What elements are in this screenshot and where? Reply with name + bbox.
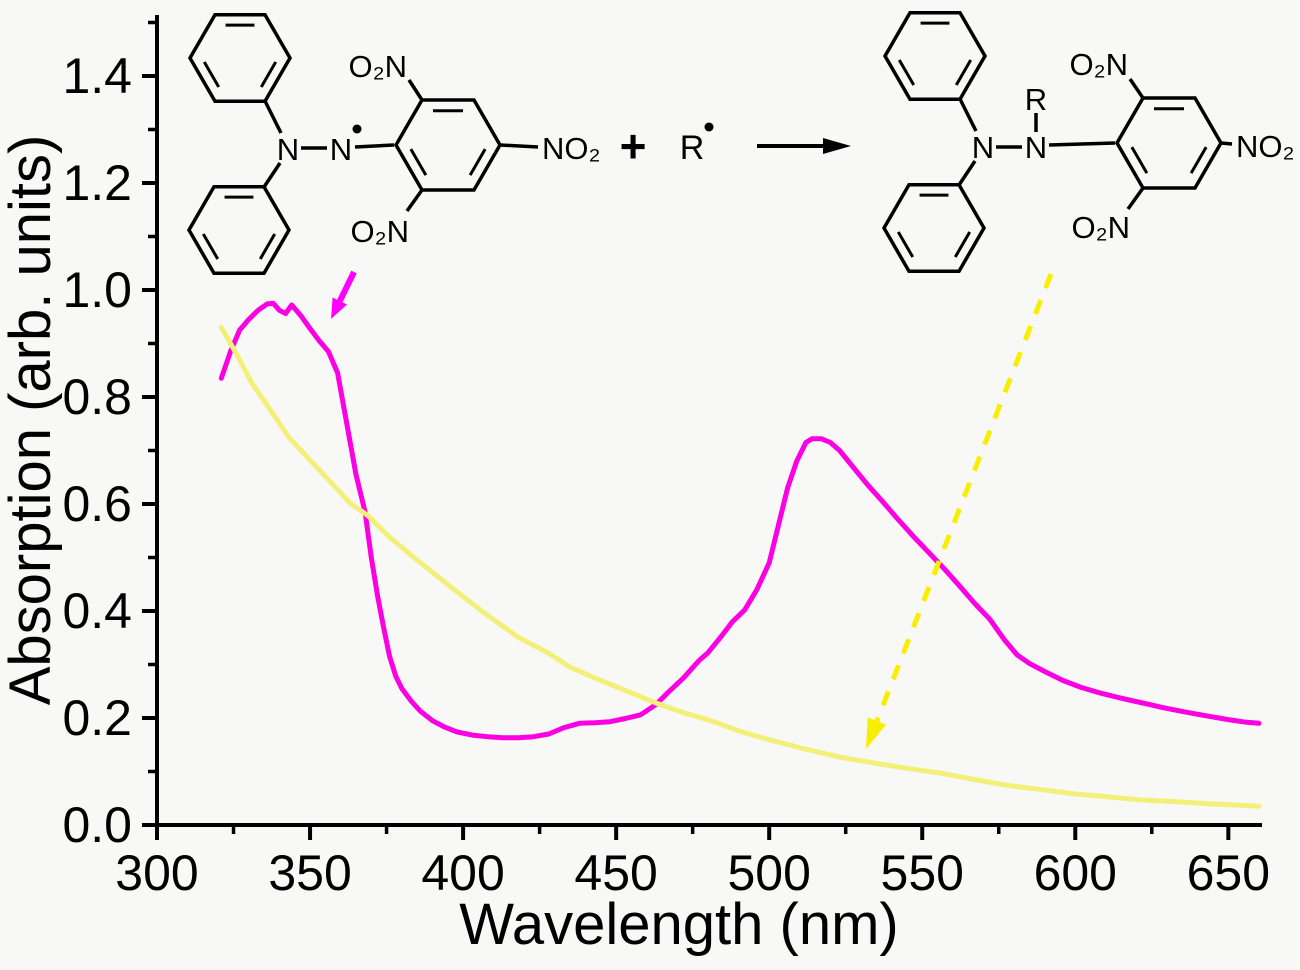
o2n-top-left-label: O₂N <box>348 49 407 84</box>
x-tick-label: 350 <box>268 845 351 901</box>
aromatic-inner-bond <box>468 148 487 176</box>
y-tick-label: 0.2 <box>62 690 132 746</box>
y-tick-label: 0.4 <box>62 583 132 639</box>
bond <box>407 79 424 101</box>
bond <box>1220 141 1233 146</box>
bond <box>1128 78 1145 99</box>
dpph-peak-arrow <box>331 270 357 319</box>
radical-dot <box>352 124 362 134</box>
spectra-curves <box>218 300 1262 809</box>
product-curve <box>218 324 1262 809</box>
bond <box>405 188 424 213</box>
axis-ticks <box>142 20 1231 840</box>
dpph-peak-arrow-head <box>331 297 347 319</box>
aromatic-inner-bond <box>954 59 973 86</box>
bond <box>1126 186 1145 211</box>
reaction-scheme-graphics <box>186 10 1233 276</box>
reaction-arrow-head <box>823 138 851 154</box>
dpph-peak-arrow-shaft <box>337 270 357 303</box>
aromatic-inner-bond <box>1130 146 1149 174</box>
bond <box>1048 141 1116 147</box>
x-axis-title: Wavelength (nm) <box>459 892 898 957</box>
radical-dot <box>704 122 714 132</box>
axis-frame <box>155 15 1262 827</box>
product-curve-arrow <box>866 273 1054 749</box>
x-tick-label: 550 <box>881 845 964 901</box>
x-tick-label: 650 <box>1187 845 1270 901</box>
product-curve-arrow-shaft <box>874 273 1054 722</box>
n1-right-label: N <box>972 130 994 165</box>
n1-left-label: N <box>277 132 299 167</box>
y-tick-label: 1.4 <box>62 48 132 104</box>
y-tick-label: 1.0 <box>62 262 132 318</box>
aromatic-inner-bond <box>202 61 221 88</box>
plus-sign: + <box>620 120 647 172</box>
y-tick-label: 0.8 <box>62 369 132 425</box>
y-tick-label: 1.2 <box>62 155 132 211</box>
aromatic-inner-bond <box>896 231 915 258</box>
bond <box>958 98 978 132</box>
benzene-ring <box>186 184 292 276</box>
r-group-label: R <box>1025 82 1047 117</box>
x-tick-label: 400 <box>421 845 504 901</box>
y-tick-label: 0.0 <box>62 797 132 853</box>
product-curve-arrow-head <box>866 717 887 749</box>
bond <box>957 160 977 186</box>
benzene-ring <box>881 182 987 274</box>
x-tick-label: 300 <box>115 845 198 901</box>
benzene-ring <box>187 12 293 104</box>
reaction-arrow <box>757 138 851 154</box>
bond <box>354 143 395 149</box>
bond <box>499 143 539 149</box>
aromatic-inner-bond <box>409 148 428 176</box>
benzene-ring <box>882 10 988 102</box>
dpph-radical-structure: O₂N NO₂ O₂N N N <box>277 49 601 249</box>
benzene-ring <box>393 98 503 192</box>
aromatic-inner-bond <box>259 61 278 88</box>
y-tick-label: 0.6 <box>62 476 132 532</box>
y-axis-title: Absorption (arb. units) <box>0 135 63 706</box>
bond <box>262 162 282 188</box>
aromatic-inner-bond <box>953 231 972 258</box>
x-tick-label: 600 <box>1034 845 1117 901</box>
annotation-arrows <box>331 270 1054 749</box>
o2n-bottom-right-label: O₂N <box>1071 210 1130 245</box>
radical-r-label: R <box>680 129 705 167</box>
aromatic-inner-bond <box>1189 146 1208 174</box>
dpph-radical-curve <box>218 300 1262 741</box>
benzene-ring <box>1114 96 1224 190</box>
x-tick-label: 450 <box>574 845 657 901</box>
n2-right-label: N <box>1025 130 1047 165</box>
x-tick-label: 500 <box>727 845 810 901</box>
dpph-product-structure: O₂N NO₂ O₂N N N R <box>972 47 1295 245</box>
axes <box>155 15 1262 827</box>
o2n-top-right-label: O₂N <box>1069 47 1128 82</box>
o2n-bottom-left-label: O₂N <box>350 214 409 249</box>
aromatic-inner-bond <box>897 59 916 86</box>
tick-labels: 300 350 400 450 500 550 600 650 0.0 0.2 0.4 0.6 0.8 1… <box>62 48 1270 901</box>
no2-right-right-label: NO₂ <box>1236 129 1295 164</box>
aromatic-inner-bond <box>201 233 220 260</box>
reaction-operators: + R <box>620 120 705 172</box>
aromatic-inner-bond <box>258 233 277 260</box>
bond <box>263 100 283 134</box>
n2-left-label: N <box>330 132 352 167</box>
no2-right-left-label: NO₂ <box>542 131 601 166</box>
